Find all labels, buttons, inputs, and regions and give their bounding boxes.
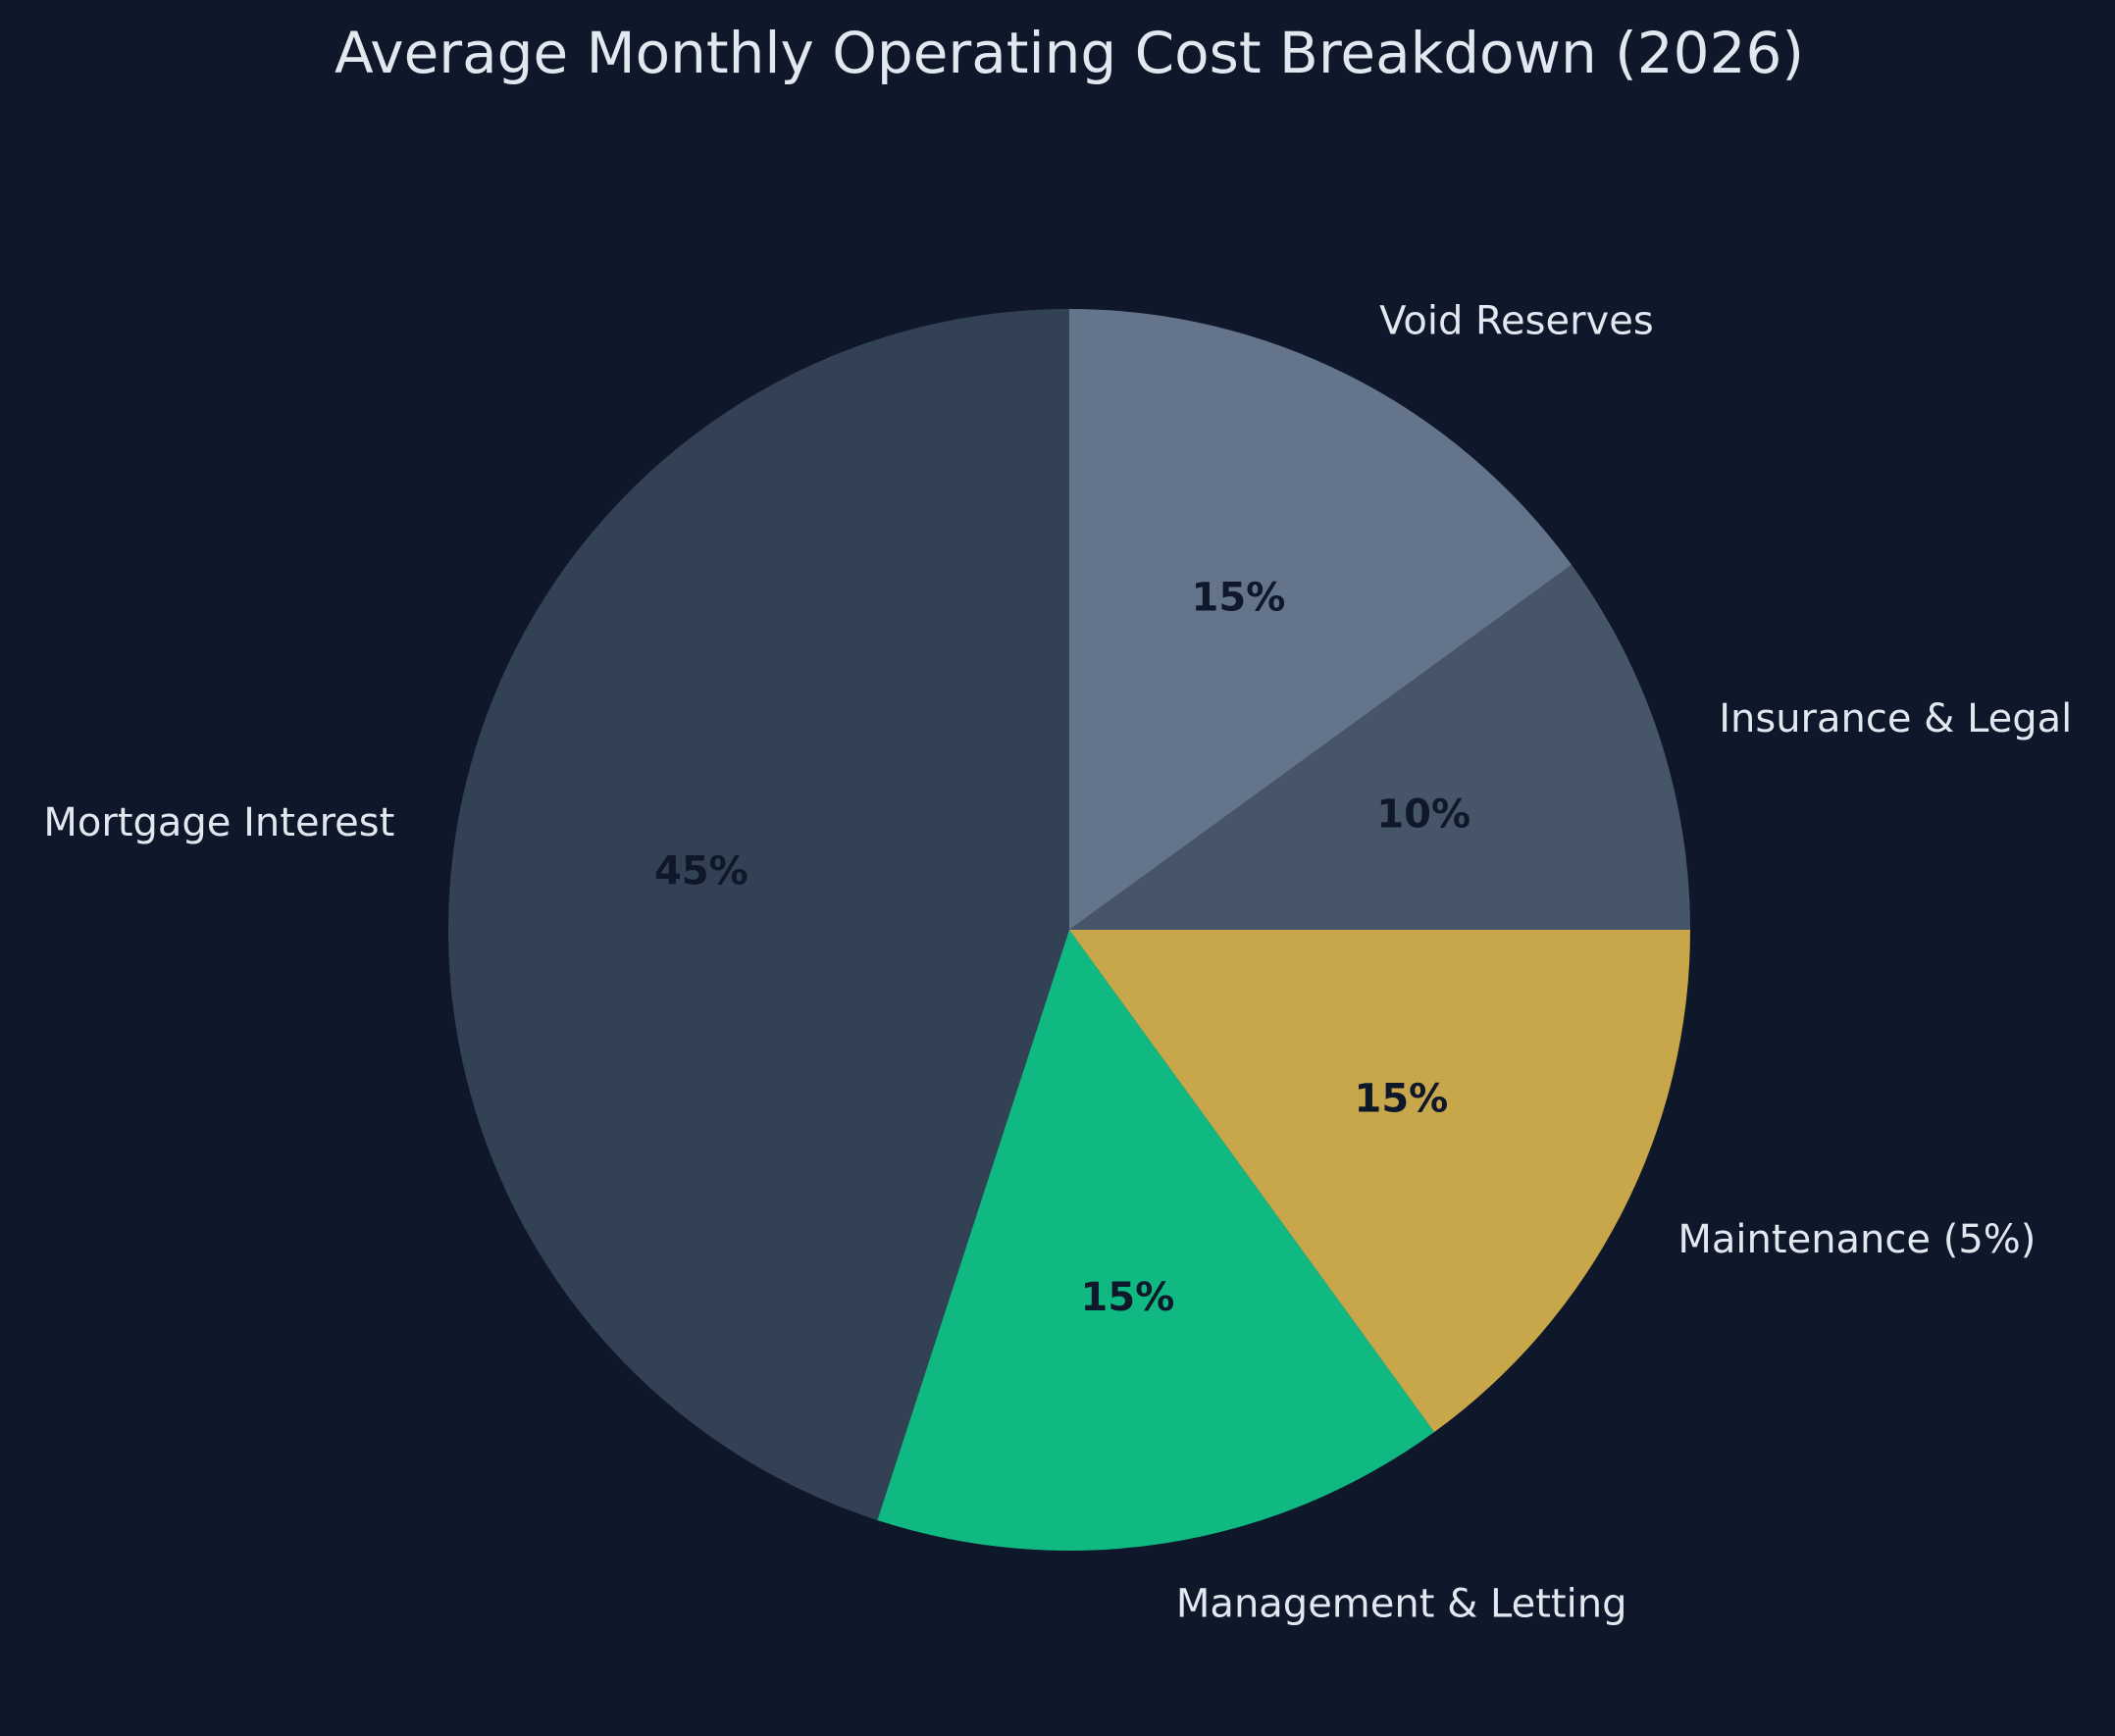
pie-slice-maintenance-5 xyxy=(1069,930,1690,1433)
pie-slice-mortgage-interest xyxy=(448,309,1069,1521)
slice-label-insurance-legal: Insurance & Legal xyxy=(1719,696,2072,741)
slice-pct-mortgage-interest: 45% xyxy=(654,849,748,894)
chart-title: Average Monthly Operating Cost Breakdown… xyxy=(335,20,1804,86)
pie-labels: Mortgage Interest 45% Management & Letting… xyxy=(43,299,2072,1627)
pie-slice-management-letting xyxy=(877,930,1435,1551)
slice-label-mortgage-interest: Mortgage Interest xyxy=(43,800,394,845)
pie-slice-insurance-legal xyxy=(1069,564,1690,930)
slice-label-maintenance-5: Maintenance (5%) xyxy=(1677,1217,2036,1262)
slice-pct-insurance-legal: 10% xyxy=(1376,792,1470,838)
slice-pct-maintenance-5: 15% xyxy=(1355,1076,1449,1121)
pie-slice-void-reserves xyxy=(1069,309,1573,930)
slice-label-void-reserves: Void Reserves xyxy=(1379,299,1654,344)
pie-slices xyxy=(448,309,1690,1551)
slice-pct-management-letting: 15% xyxy=(1081,1275,1175,1320)
slice-label-management-letting: Management & Letting xyxy=(1176,1582,1627,1627)
slice-pct-void-reserves: 15% xyxy=(1192,576,1286,621)
